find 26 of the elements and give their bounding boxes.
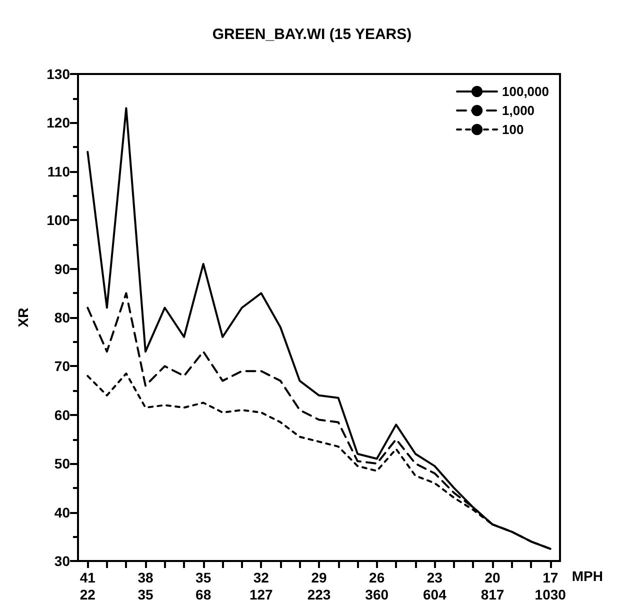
x-tick-label: 17 1030: [534, 570, 566, 602]
legend-label: 100,000: [502, 84, 550, 99]
y-tick-label: 40: [54, 504, 70, 520]
y-tick-label: 110: [47, 163, 70, 180]
y-tick-label: 60: [54, 406, 70, 423]
y-tick-label: 100: [46, 212, 70, 228]
chart-title: GREEN_BAY.WI (15 YEARS): [212, 26, 412, 43]
x-tick-label: 29 223: [307, 570, 331, 602]
x-tick-label: 23 604: [423, 570, 447, 602]
x-tick-label: 32 127: [249, 570, 274, 602]
x-tick-label: 35 68: [196, 570, 212, 602]
y-tick-label: 120: [46, 114, 70, 131]
legend-label: 100: [502, 122, 524, 137]
y-tick-label: 70: [54, 358, 70, 374]
y-tick-label: 90: [54, 260, 70, 277]
x-tick-label: 38 35: [138, 570, 154, 602]
x-tick-label: 26 360: [365, 570, 389, 602]
x-tick-label: 20 817: [480, 570, 504, 602]
y-tick-label: 130: [46, 66, 70, 82]
y-tick-label: 30: [54, 553, 70, 569]
x-axis-title: MPH: [572, 568, 603, 584]
x-tick-label: 41 22: [80, 570, 96, 602]
legend-label: 1,000: [502, 103, 535, 118]
y-tick-label: 80: [54, 310, 70, 326]
y-tick-label: 50: [54, 456, 70, 472]
y-axis-title: XR: [15, 308, 31, 328]
